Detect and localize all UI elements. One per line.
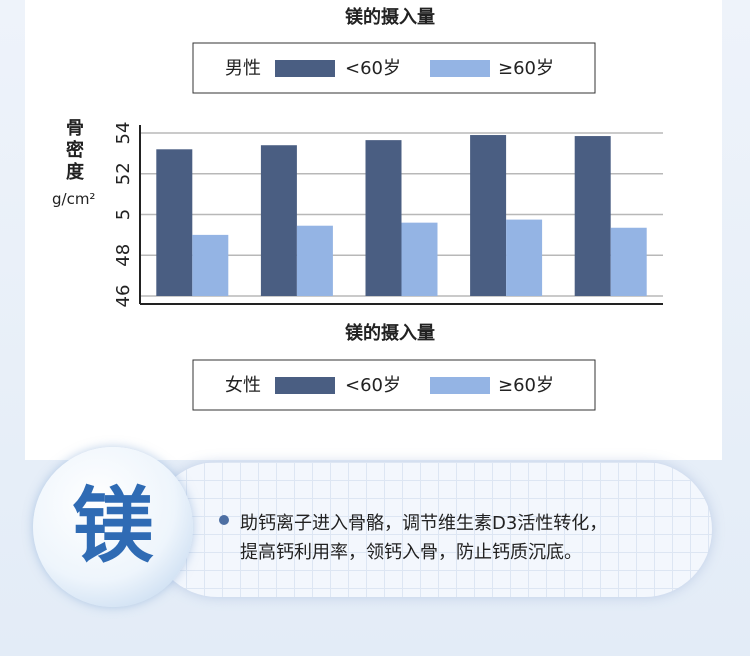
legend-label: <60岁 [345, 375, 401, 396]
bar [156, 149, 193, 296]
info-panel [150, 462, 712, 597]
legend-swatch [430, 377, 490, 394]
legend-title: 男性 [225, 58, 261, 79]
legend-box [192, 42, 596, 94]
chart-title: 镁的摄入量 [345, 6, 435, 28]
legend-label: <60岁 [345, 58, 401, 79]
legend-box [192, 359, 596, 411]
y-tick-label: 52 [113, 162, 134, 185]
legend-label: ≥60岁 [498, 375, 554, 396]
y-tick-label: 48 [113, 244, 134, 267]
bar [506, 219, 543, 296]
info-line: 助钙离子进入骨骼，调节维生素D3活性转化， [240, 513, 608, 534]
legend-label: ≥60岁 [498, 58, 554, 79]
bar [192, 234, 229, 296]
bar [296, 225, 333, 296]
x-axis-title: 镁的摄入量 [345, 322, 435, 344]
y-tick-label: 46 [113, 285, 134, 308]
badge-text: 镁 [71, 479, 154, 574]
badge-orb [33, 447, 193, 607]
y-tick-label: 54 [113, 122, 134, 145]
y-tick-label: 5 [113, 209, 134, 220]
legend-swatch [430, 60, 490, 77]
bar [470, 135, 507, 296]
legend-swatch [275, 60, 335, 77]
legend-title: 女性 [225, 375, 261, 396]
bar [260, 145, 297, 296]
chart: 镁的摄入量 男性 镁的摄入量 女性 46 48 5 52 54 <60岁 <60岁 ≥60岁 ≥… [113, 6, 663, 411]
legend-swatch [275, 377, 335, 394]
bar [365, 140, 402, 296]
y-axis-title: 骨密度 [66, 118, 84, 183]
bullet [219, 515, 229, 525]
info-line: 提高钙利用率，领钙入骨，防止钙质沉底。 [240, 542, 582, 563]
bar [574, 136, 611, 296]
bar [610, 227, 647, 296]
y-axis-unit: g/cm² [52, 190, 96, 208]
bar [401, 222, 438, 296]
